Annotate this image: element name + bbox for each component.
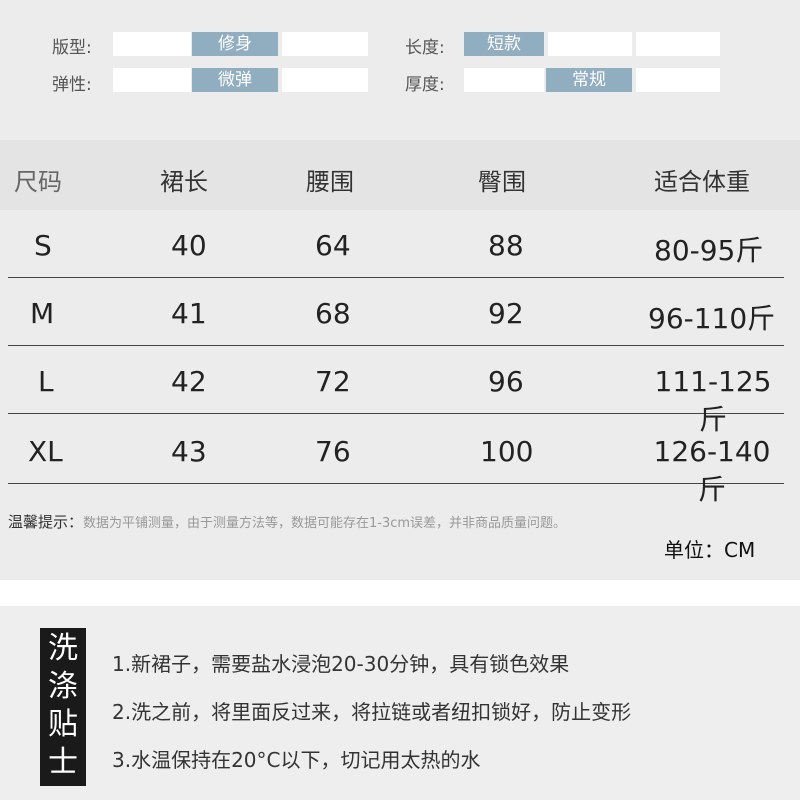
attr-length-option [548,32,632,56]
cell-hip: 92 [488,297,524,330]
attr-elasticity-option-selected: 微弹 [192,68,278,92]
cell-weight: 96-110斤 [648,302,776,335]
attr-label-elasticity: 弹性: [52,75,92,95]
header-weight: 适合体重 [654,168,750,196]
cell-hip: 88 [488,229,524,262]
table-row: M 41 68 92 96-110斤 [8,277,784,346]
attr-elasticity-option [113,68,191,92]
attr-fit-option [113,32,191,56]
attr-length-option [636,32,720,56]
attr-label-thickness: 厚度: [405,75,445,95]
cell-waist: 68 [315,297,351,330]
cell-waist: 76 [315,435,351,468]
wash-tip: 1.新裙子，需要盐水浸泡20-30分钟，具有锁色效果 [112,652,570,676]
measurement-note: 温馨提示：数据为平铺测量，由于测量方法等，数据可能存在1-3cm误差，并非商品质… [8,511,566,532]
wash-tips-panel [0,606,800,800]
cell-weight: 111-125斤 [654,365,772,436]
attr-elasticity-option [282,68,368,92]
table-row: S 40 64 88 80-95斤 [8,209,784,278]
unit-label: 单位：CM [664,538,756,562]
attr-thickness-option [464,68,544,92]
attr-thickness-option [636,68,720,92]
cell-hip: 100 [480,435,534,468]
cell-hip: 96 [488,365,524,398]
note-label: 温馨提示： [8,513,84,531]
cell-length: 41 [171,297,207,330]
wash-tip: 2.洗之前，将里面反过来，将拉链或者纽扣锁好，防止变形 [112,700,632,724]
cell-weight: 126-140斤 [653,435,771,506]
header-hip: 臀围 [478,168,526,196]
header-skirt-length: 裙长 [160,168,208,196]
cell-length: 40 [171,229,207,262]
cell-length: 42 [171,365,207,398]
cell-weight: 80-95斤 [654,234,764,267]
cell-size: L [38,365,54,398]
attr-fit-option [282,32,368,56]
note-text: 数据为平铺测量，由于测量方法等，数据可能存在1-3cm误差，并非商品质量问题。 [83,516,567,531]
attr-length-option-selected: 短款 [464,32,544,56]
attr-label-length: 长度: [405,38,445,58]
table-row: L 42 72 96 111-125斤 [8,345,784,436]
attr-label-fit: 版型: [52,38,92,58]
header-waist: 腰围 [306,168,354,196]
table-header [0,140,800,210]
cell-waist: 64 [315,229,351,262]
header-size: 尺码 [14,168,62,196]
cell-size: XL [28,435,63,468]
table-row: XL 43 76 100 126-140斤 [8,415,784,506]
wash-title-text: 洗涤贴士 [48,631,78,780]
attr-fit-option-selected: 修身 [192,32,278,56]
cell-size: M [30,297,55,330]
cell-size: S [34,229,52,262]
attr-thickness-option-selected: 常规 [546,68,632,92]
cell-waist: 72 [315,365,351,398]
cell-length: 43 [171,435,207,468]
wash-tip: 3.水温保持在20°C以下，切记用太热的水 [112,748,481,772]
wash-tips-title: 洗涤贴士 [40,628,86,786]
